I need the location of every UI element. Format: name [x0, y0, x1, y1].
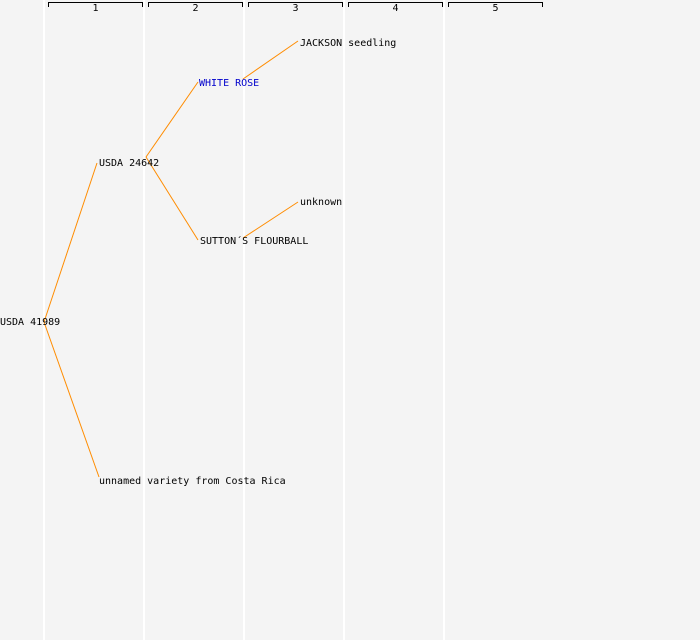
- pedigree-node-usda-41989[interactable]: USDA 41989: [0, 316, 61, 328]
- pedigree-edge-usda-24642-to-suttons-flourball: [145, 156, 199, 241]
- generation-bracket: [448, 2, 543, 7]
- generation-bracket: [48, 2, 143, 7]
- generation-number: 4: [392, 3, 399, 14]
- generation-bracket: [348, 2, 443, 7]
- pedigree-node-white-rose[interactable]: WHITE ROSE: [199, 77, 260, 89]
- generation-gridline: [243, 0, 245, 640]
- pedigree-edge-usda-24642-to-white-rose: [145, 81, 199, 158]
- generation-bracket: [148, 2, 243, 7]
- pedigree-node-unknown[interactable]: unknown: [300, 196, 343, 208]
- generation-gridline: [143, 0, 145, 640]
- pedigree-edge-suttons-flourball-to-unknown: [242, 201, 299, 239]
- pedigree-node-suttons-flourball[interactable]: SUTTON´S FLOURBALL: [200, 235, 309, 247]
- generation-gridline: [343, 0, 345, 640]
- generation-bracket: [248, 2, 343, 7]
- pedigree-edge-usda-41989-to-usda-24642: [43, 162, 98, 323]
- generation-number: 1: [92, 3, 99, 14]
- generation-gridline: [443, 0, 445, 640]
- generation-gridline: [43, 0, 45, 640]
- generation-number: 3: [292, 3, 299, 14]
- pedigree-edge-white-rose-to-jackson-seedling: [242, 40, 299, 80]
- generation-number: 5: [492, 3, 499, 14]
- generation-number: 2: [192, 3, 199, 14]
- pedigree-node-jackson-seedling[interactable]: JACKSON seedling: [300, 37, 397, 49]
- pedigree-node-costa-rica[interactable]: unnamed variety from Costa Rica: [99, 475, 286, 487]
- pedigree-node-usda-24642[interactable]: USDA 24642: [99, 157, 160, 169]
- pedigree-edge-usda-41989-to-costa-rica: [43, 321, 100, 478]
